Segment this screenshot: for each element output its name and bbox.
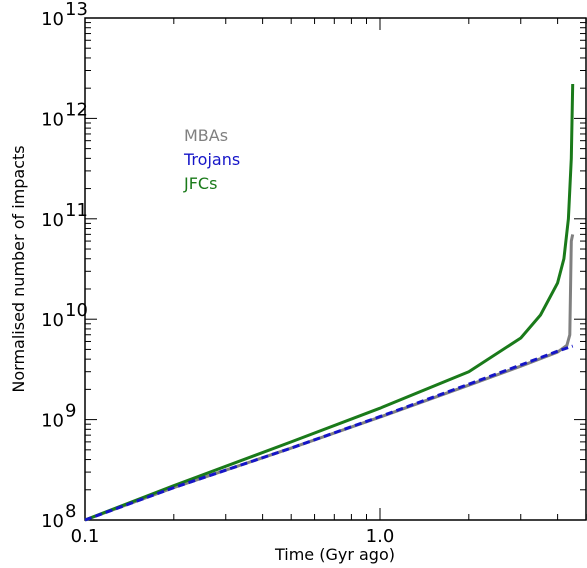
series-line-trojans <box>84 344 574 522</box>
plot-frame <box>84 17 587 521</box>
y-tick-label: 10 <box>41 511 64 532</box>
y-tick-label-exponent: 8 <box>65 501 76 522</box>
y-tick-label: 10 <box>41 109 64 130</box>
legend-entry-mbas: MBAs <box>184 126 228 145</box>
x-axis-label: Time (Gyr ago) <box>274 545 395 564</box>
legend-entry-trojans: Trojans <box>183 150 240 169</box>
y-tick-label: 10 <box>41 310 64 331</box>
y-tick-label: 10 <box>41 9 64 30</box>
series-line-mbas <box>84 234 575 522</box>
y-tick-label-exponent: 9 <box>65 401 76 422</box>
y-tick-label-exponent: 11 <box>65 200 88 221</box>
y-tick-label: 10 <box>41 411 64 432</box>
legend-entry-jfcs: JFCs <box>183 174 217 193</box>
y-tick-label-exponent: 13 <box>65 0 88 20</box>
legend: MBAs Trojans JFCs <box>183 126 240 193</box>
series-layer <box>84 83 575 522</box>
axis-ticks <box>84 17 587 521</box>
y-tick-label-exponent: 12 <box>65 99 88 120</box>
y-axis-label: Normalised number of impacts <box>9 145 28 392</box>
series-line-jfcs <box>84 83 575 522</box>
y-tick-label: 10 <box>41 210 64 231</box>
x-tick-label: 0.1 <box>71 526 100 547</box>
y-tick-label-exponent: 10 <box>65 300 88 321</box>
x-tick-label: 1.0 <box>366 526 395 547</box>
